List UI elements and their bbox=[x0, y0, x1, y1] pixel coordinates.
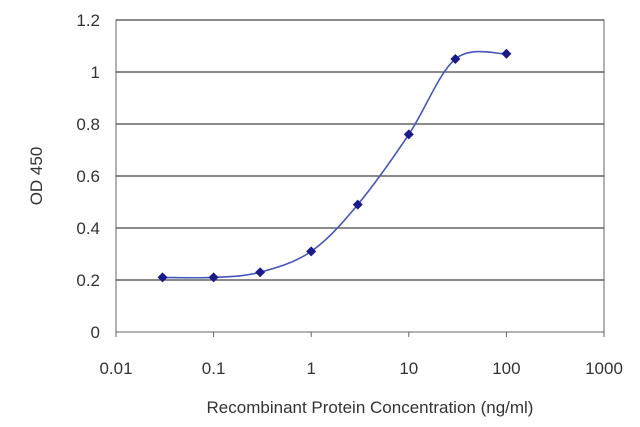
y-tick-label: 0.2 bbox=[76, 271, 100, 290]
x-axis-title: Recombinant Protein Concentration (ng/ml… bbox=[207, 398, 534, 417]
data-point bbox=[352, 199, 363, 210]
y-tick-label: 0.4 bbox=[76, 219, 100, 238]
y-tick-label: 0.6 bbox=[76, 167, 100, 186]
data-point bbox=[450, 54, 461, 64]
data-point bbox=[306, 246, 317, 257]
data-point bbox=[403, 129, 414, 140]
y-tick-label: 0.8 bbox=[76, 115, 100, 134]
data-point bbox=[157, 272, 168, 283]
x-tick-label: 0.1 bbox=[202, 359, 226, 378]
grid-lines bbox=[116, 19, 604, 281]
plot-area bbox=[115, 19, 605, 337]
x-tick-label: 100 bbox=[492, 359, 520, 378]
series-line bbox=[162, 50, 507, 279]
data-point bbox=[208, 272, 219, 283]
y-tick-labels: 0 0.2 0.4 0.6 0.8 1 1.2 bbox=[76, 11, 100, 342]
x-axis-ticks bbox=[115, 332, 605, 337]
y-tick-label: 1.2 bbox=[76, 11, 100, 30]
x-tick-label: 1 bbox=[306, 359, 315, 378]
x-tick-labels: 0.01 0.1 1 10 100 1000 bbox=[99, 359, 622, 378]
y-tick-label: 1 bbox=[91, 63, 100, 82]
data-point bbox=[255, 267, 266, 278]
x-tick-label: 10 bbox=[399, 359, 418, 378]
y-tick-label: 0 bbox=[91, 323, 100, 342]
data-series bbox=[157, 48, 512, 283]
x-tick-label: 1000 bbox=[585, 359, 623, 378]
y-axis-title: OD 450 bbox=[27, 147, 46, 206]
data-point bbox=[501, 48, 512, 59]
x-tick-label: 0.01 bbox=[99, 359, 132, 378]
